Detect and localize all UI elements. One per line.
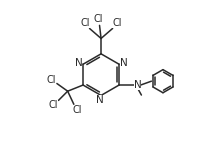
Text: Cl: Cl	[47, 75, 56, 85]
Text: Cl: Cl	[73, 105, 82, 115]
Text: Cl: Cl	[80, 18, 90, 28]
Text: N: N	[75, 58, 82, 68]
Text: N: N	[96, 95, 104, 105]
Text: Cl: Cl	[113, 18, 122, 28]
Text: N: N	[120, 58, 128, 68]
Text: N: N	[134, 80, 141, 90]
Text: Cl: Cl	[48, 100, 58, 110]
Text: Cl: Cl	[93, 14, 103, 24]
